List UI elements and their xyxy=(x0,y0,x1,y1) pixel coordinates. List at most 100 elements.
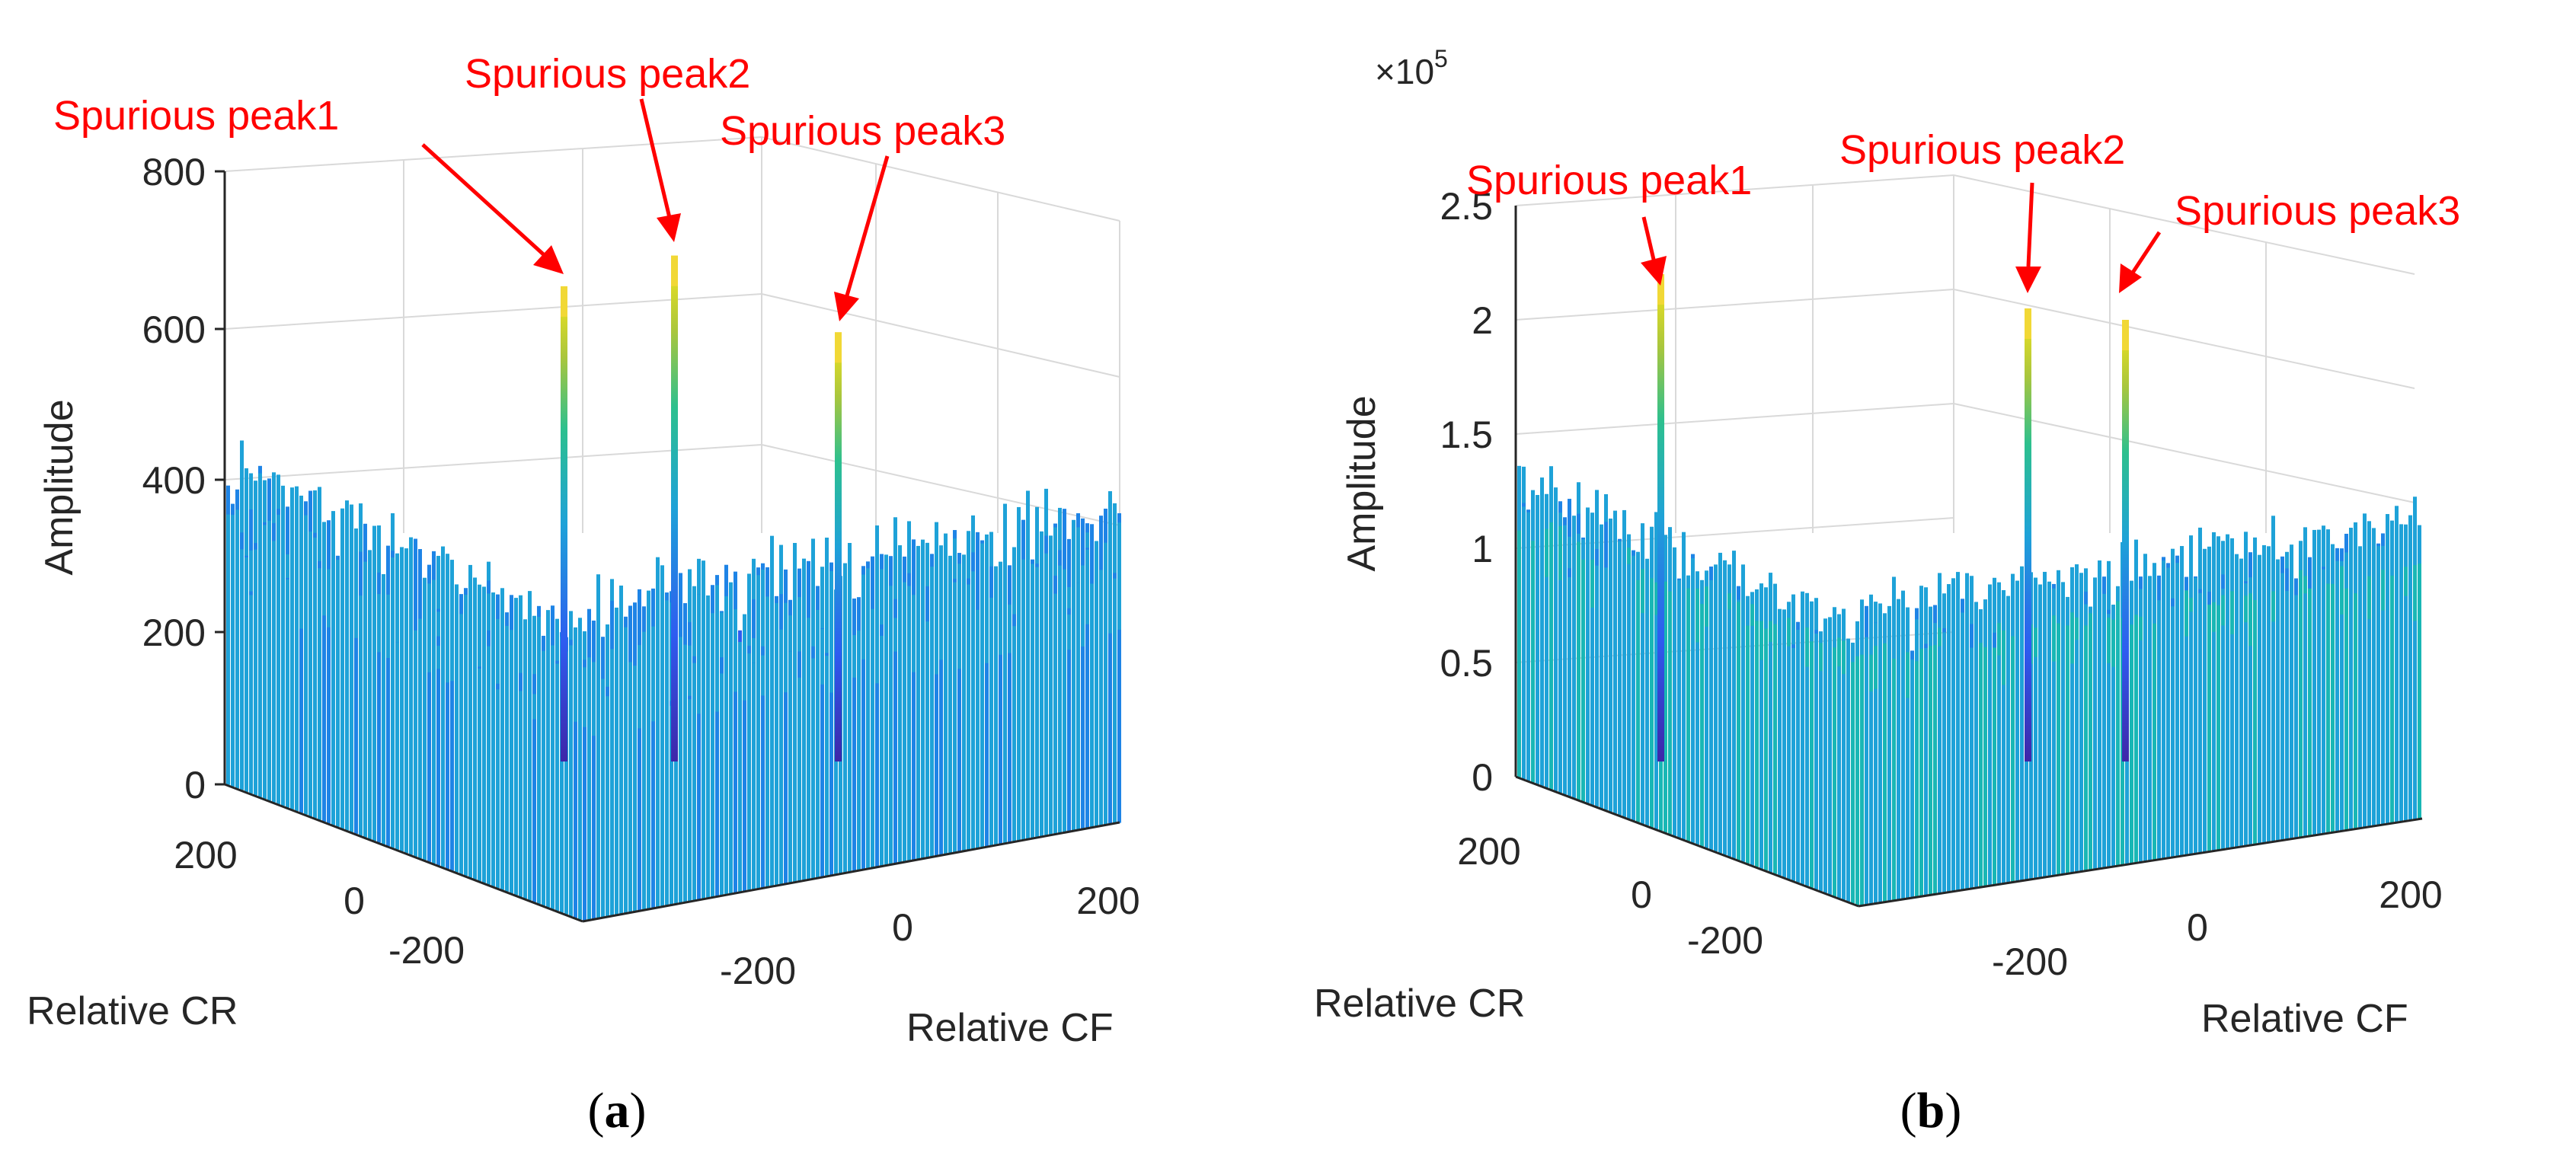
surface-bar xyxy=(797,677,801,882)
spurious-peak-tip xyxy=(835,332,842,363)
surface-bar xyxy=(976,609,980,849)
surface-bar xyxy=(957,669,961,853)
surface-bar xyxy=(852,678,856,872)
surface-bar xyxy=(441,652,445,867)
surface-bar xyxy=(912,672,916,861)
surface-bar xyxy=(254,592,257,796)
surface-bar xyxy=(569,702,573,917)
surface-bar xyxy=(482,672,486,883)
surface-bar xyxy=(290,568,294,809)
surface-bar xyxy=(322,628,326,822)
surface-bar xyxy=(921,624,925,860)
surface-bar xyxy=(1072,623,1075,832)
panel-a-ytick: 0 xyxy=(344,880,365,922)
surface-bar xyxy=(1108,633,1112,825)
surface-bar xyxy=(596,694,600,919)
surface-bar xyxy=(459,650,463,874)
surface-bar xyxy=(272,605,276,803)
surface-bar xyxy=(418,618,422,859)
panel-a-annotation: Spurious peak2 xyxy=(465,51,750,97)
surface-bar xyxy=(235,579,239,789)
surface-bar xyxy=(404,618,408,854)
surface-bar xyxy=(505,651,509,892)
surface-bar xyxy=(884,647,888,866)
surface-bar xyxy=(944,633,948,855)
panel-a-bars xyxy=(226,255,1121,921)
surface-bar xyxy=(551,688,555,909)
panel-a-ylabel: Relative CR xyxy=(27,989,238,1033)
surface-bar xyxy=(967,611,970,851)
surface-bar xyxy=(953,618,957,854)
surface-bar xyxy=(610,682,614,917)
spurious-peak-tip xyxy=(561,286,567,317)
surface-bar xyxy=(898,626,902,864)
surface-bar xyxy=(1031,599,1034,839)
surface-bar xyxy=(788,655,792,884)
surface-bar xyxy=(948,636,952,854)
surface-bar xyxy=(880,639,884,867)
surface-bar xyxy=(363,598,367,838)
surface-bar xyxy=(555,701,559,912)
surface-bar xyxy=(802,670,806,881)
surface-bar xyxy=(779,667,783,886)
surface-bar xyxy=(688,699,692,902)
surface-bar xyxy=(738,670,742,893)
spurious-peak-bar xyxy=(671,255,678,761)
surface-bar xyxy=(377,652,381,843)
panel-a-xtick: -200 xyxy=(720,950,796,992)
surface-bar xyxy=(231,565,235,787)
surface-bar xyxy=(1095,605,1098,828)
surface-bar xyxy=(464,672,468,876)
surface-bar xyxy=(455,649,459,873)
surface-bar xyxy=(450,681,454,871)
surface-bar xyxy=(624,704,628,915)
surface-bar xyxy=(729,669,733,895)
surface-bar xyxy=(656,698,660,908)
surface-bar xyxy=(683,680,687,903)
surface-bar xyxy=(647,672,650,910)
surface-bar xyxy=(1117,634,1121,823)
surface-bar xyxy=(994,631,998,846)
surface-bar xyxy=(697,714,701,901)
surface-bar xyxy=(1063,635,1066,833)
surface-bar xyxy=(350,620,353,832)
panel-a-xtick: 200 xyxy=(1076,880,1139,922)
surface-bar xyxy=(244,557,248,792)
surface-bar xyxy=(496,689,500,889)
surface-bar xyxy=(386,658,390,847)
surface-bar xyxy=(980,614,984,848)
panel-a-zlabel: Amplitude xyxy=(37,399,81,575)
surface-bar xyxy=(286,579,289,808)
surface-bar xyxy=(752,663,756,891)
surface-bar xyxy=(861,681,865,870)
panel-a-annotation: Spurious peak3 xyxy=(720,108,1005,154)
spurious-peak-bar xyxy=(835,332,842,761)
surface-bar xyxy=(893,673,897,864)
surface-bar xyxy=(811,668,815,880)
surface-bar xyxy=(665,674,669,907)
surface-bar xyxy=(756,672,760,889)
surface-bar xyxy=(240,549,244,790)
surface-bar xyxy=(354,647,358,835)
surface-bar xyxy=(692,663,696,902)
surface-bar xyxy=(368,599,372,839)
surface-bar xyxy=(615,699,618,916)
surface-bar xyxy=(930,617,934,857)
surface-bar xyxy=(807,656,810,880)
surface-bar xyxy=(340,590,344,829)
surface-bar xyxy=(514,689,518,896)
surface-bar xyxy=(478,668,481,882)
surface-bar xyxy=(436,669,440,866)
surface-bar xyxy=(427,672,431,862)
surface-bar xyxy=(468,679,472,878)
panel-a-caption-letter: a xyxy=(605,1083,630,1138)
surface-bar xyxy=(619,691,623,915)
surface-bar xyxy=(606,696,609,918)
panel-a-ztick: 600 xyxy=(142,308,206,351)
surface-bar xyxy=(276,596,280,805)
surface-bar xyxy=(820,684,824,878)
surface-bar xyxy=(409,656,413,855)
surface-bar xyxy=(542,669,545,906)
spurious-peak-tip xyxy=(671,255,678,286)
